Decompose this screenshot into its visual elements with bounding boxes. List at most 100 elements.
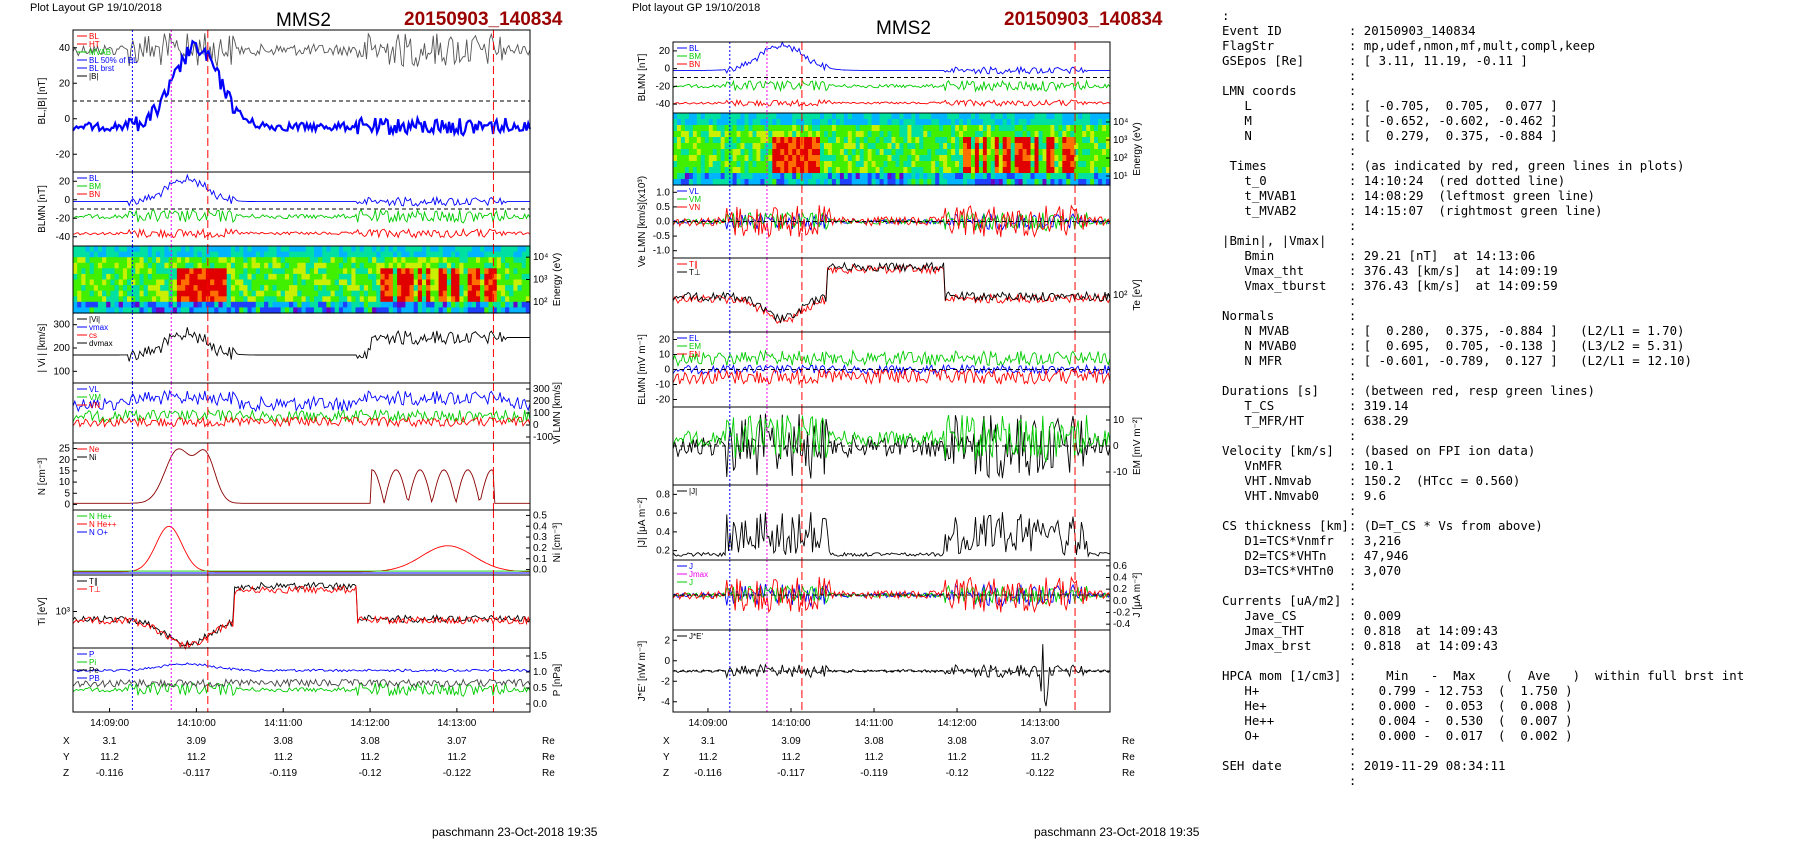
spectrogram-cell [899, 155, 904, 162]
spectrogram-cell [748, 173, 754, 180]
spectrogram-cell [1026, 137, 1032, 144]
spectrogram-cell [951, 131, 956, 138]
spectrogram-cell [1014, 113, 1020, 120]
spectrogram-cell [732, 143, 738, 150]
spectrogram-cell [732, 125, 738, 132]
spectrogram-cell [1034, 125, 1040, 132]
spectrogram-cell [392, 301, 398, 308]
spectrogram-cell [955, 119, 960, 126]
spectrogram-cell [343, 307, 348, 314]
spectrogram-cell [85, 279, 91, 286]
spectrogram-cell [143, 296, 149, 303]
spectrogram-cell [384, 301, 390, 308]
spectrogram-cell [463, 268, 469, 275]
spectrogram-cell [895, 161, 901, 168]
spectrogram-cell [959, 137, 964, 144]
spectrogram-cell [442, 301, 448, 308]
spectrogram-cell [1026, 125, 1032, 132]
spectrogram-cell [788, 113, 793, 120]
spectrogram-cell [883, 149, 889, 156]
spectrogram-cell [684, 167, 690, 174]
spectrogram-cell [160, 290, 165, 297]
spectrogram-cell [1010, 179, 1016, 186]
spectrogram-cell [732, 149, 738, 156]
spectrogram-cell [264, 246, 269, 253]
spectrogram-cell [297, 257, 303, 264]
spectrogram-cell [959, 161, 964, 168]
left-panel-7-legend-label: N He++ [89, 520, 117, 529]
spectrogram-cell [293, 290, 298, 297]
spectrogram-cell [405, 246, 411, 253]
spectrogram-cell [77, 257, 82, 264]
spectrogram-cell [816, 155, 821, 162]
spectrogram-cell [127, 251, 132, 258]
spectrogram-cell [748, 143, 754, 150]
info-line: : [1222, 8, 1230, 23]
spectrogram-cell [201, 273, 207, 281]
spectrogram-cell [899, 137, 904, 144]
spectrogram-cell [939, 113, 944, 120]
spectrogram-cell [724, 149, 730, 156]
spectrogram-cell [172, 251, 178, 258]
spectrogram-cell [768, 179, 773, 186]
left-event-title: 20150903_140834 [404, 9, 563, 30]
spectrogram-cell [147, 290, 153, 297]
spectrogram-cell [835, 131, 841, 138]
spectrogram-cell [688, 119, 694, 126]
spectrogram-cell [284, 307, 290, 314]
spectrogram-cell [127, 307, 132, 314]
spectrogram-cell [1018, 119, 1024, 126]
left-panel-6-legend-label: Ni [89, 453, 97, 462]
spectrogram-cell [1010, 131, 1016, 138]
spectrogram-cell [239, 285, 244, 292]
spectrogram-cell [305, 268, 311, 275]
spectrogram-cell [1106, 143, 1111, 150]
spectrogram-cell [680, 161, 686, 168]
spectrogram-cell [127, 273, 132, 281]
spectrogram-cell [305, 262, 311, 269]
spectrogram-cell [351, 301, 357, 308]
spectrogram-cell [959, 167, 964, 174]
spectrogram-cell [156, 307, 161, 314]
spectrogram-cell [417, 307, 423, 314]
spectrogram-cell [808, 125, 813, 132]
spectrogram-cell [500, 251, 506, 258]
spectrogram-cell [330, 301, 336, 308]
spectrogram-cell [859, 161, 865, 168]
spectrogram-cell [680, 167, 686, 174]
spectrogram-cell [114, 301, 120, 308]
spectrogram-cell [796, 137, 801, 144]
spectrogram-cell [114, 290, 120, 297]
spectrogram-cell [210, 296, 215, 303]
spectrogram-cell [947, 155, 952, 162]
spectrogram-cell [927, 167, 932, 174]
spectrogram-cell [476, 251, 481, 258]
spectrogram-cell [824, 179, 829, 186]
spectrogram-cell [351, 251, 357, 258]
spectrogram-cell [895, 179, 901, 186]
spectrogram-cell [106, 296, 111, 303]
spectrogram-cell [289, 279, 294, 286]
spectrogram-cell [951, 113, 956, 120]
spectrogram-cell [471, 262, 477, 269]
left-panel-2-y-tick-label: -20 [56, 213, 71, 224]
left-panel-5-vn-line [72, 415, 531, 428]
spectrogram-cell [459, 257, 465, 264]
spectrogram-cell [863, 155, 869, 162]
spectrogram-cell [1002, 167, 1008, 174]
spectrogram-cell [724, 155, 730, 162]
spectrogram-cell [812, 125, 817, 132]
spectrogram-cell [347, 273, 352, 281]
spectrogram-cell [677, 149, 682, 156]
spectrogram-cell [484, 296, 490, 303]
spectrogram-cell [301, 268, 307, 275]
spectrogram-cell [919, 161, 924, 168]
spectrogram-cell [131, 307, 136, 314]
spectrogram-cell [788, 137, 793, 144]
spectrogram-cell [752, 161, 758, 168]
right-panel-7-ylabel: |J| [μA m⁻²] [637, 497, 648, 547]
spectrogram-cell [692, 137, 698, 144]
spectrogram-cell [887, 137, 893, 144]
spectrogram-cell [181, 279, 186, 286]
spectrogram-cell [442, 273, 448, 281]
